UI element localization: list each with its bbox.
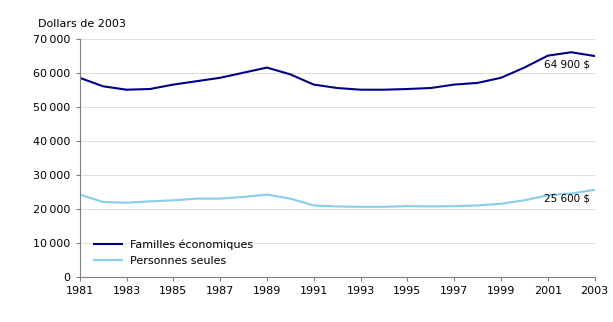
Personnes seules [333,204,341,208]
Personnes seules [357,205,364,209]
Personnes seules [591,188,598,192]
Familles économiques [544,54,552,58]
Line: Personnes seules: Personnes seules [80,190,595,207]
Personnes seules [568,192,575,195]
Personnes seules [474,204,481,207]
Familles économiques [451,83,458,87]
Personnes seules [520,198,528,202]
Familles économiques [147,87,154,91]
Familles économiques [170,83,177,87]
Familles économiques [380,88,387,92]
Familles économiques [591,54,598,58]
Personnes seules [287,197,294,201]
Personnes seules [193,197,200,201]
Familles économiques [193,79,200,83]
Legend: Familles économiques, Personnes seules: Familles économiques, Personnes seules [90,236,257,269]
Personnes seules [216,197,224,201]
Text: 64 900 $: 64 900 $ [544,60,590,70]
Familles économiques [404,87,411,91]
Personnes seules [310,204,318,207]
Familles économiques [568,50,575,54]
Familles économiques [497,76,504,80]
Personnes seules [497,202,504,206]
Familles économiques [240,71,247,75]
Familles économiques [357,88,364,92]
Text: 25 600 $: 25 600 $ [544,193,590,203]
Personnes seules [123,201,130,205]
Personnes seules [380,205,387,209]
Familles économiques [216,76,224,80]
Line: Familles économiques: Familles économiques [80,52,595,90]
Familles économiques [427,86,435,90]
Personnes seules [76,193,83,196]
Text: Dollars de 2003: Dollars de 2003 [39,19,126,29]
Familles économiques [333,86,341,90]
Familles économiques [76,76,83,80]
Personnes seules [240,195,247,199]
Personnes seules [427,204,435,208]
Familles économiques [310,83,318,87]
Personnes seules [451,204,458,208]
Personnes seules [404,204,411,208]
Personnes seules [544,193,552,197]
Familles économiques [99,84,107,88]
Familles économiques [287,72,294,76]
Familles économiques [474,81,481,85]
Personnes seules [170,198,177,202]
Personnes seules [263,193,270,196]
Familles économiques [520,66,528,70]
Personnes seules [147,199,154,203]
Familles économiques [263,66,270,70]
Personnes seules [99,200,107,204]
Familles économiques [123,88,130,92]
